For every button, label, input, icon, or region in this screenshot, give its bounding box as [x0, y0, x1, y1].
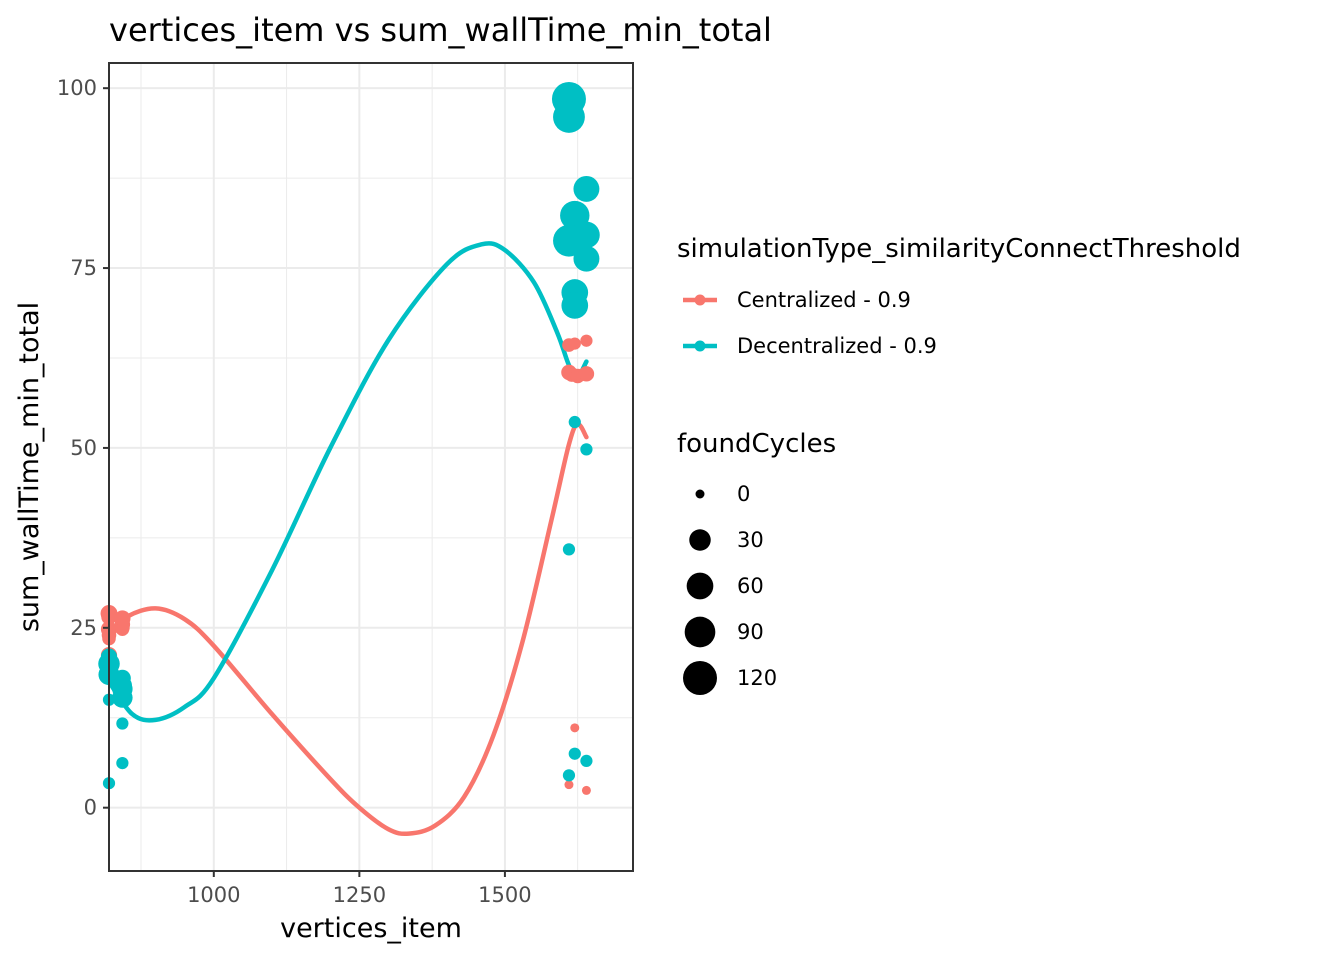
size-legend-key [686, 572, 714, 600]
trend-lines [106, 241, 589, 837]
legend: simulationType_similarityConnectThreshol… [677, 234, 1241, 695]
y-tick-label: 100 [57, 76, 97, 100]
color-legend: Centralized - 0.9 Decentralized - 0.9 [683, 288, 937, 358]
y-tick-label: 0 [84, 796, 97, 820]
size-legend-label: 30 [737, 528, 764, 552]
data-point-series-1 [580, 443, 593, 456]
data-point-series-1 [553, 101, 585, 133]
size-legend-title: foundCycles [677, 429, 836, 459]
x-axis-title: vertices_item [280, 913, 462, 944]
data-point-series-1 [562, 543, 576, 556]
data-point-series-1 [562, 769, 576, 782]
data-point-series-1 [112, 687, 133, 708]
data-point-series-1 [553, 224, 585, 257]
x-tick-label: 1500 [478, 883, 531, 907]
data-point-series-0 [578, 366, 595, 382]
color-legend-label: Decentralized - 0.9 [737, 334, 937, 358]
color-legend-key-dot [694, 340, 706, 352]
x-tick-label: 1250 [333, 883, 386, 907]
size-legend-label: 120 [737, 666, 777, 690]
plot-panel [98, 62, 634, 872]
panel-background [109, 63, 633, 871]
y-tick-label: 75 [70, 256, 97, 280]
data-point-series-1 [116, 756, 129, 770]
data-point-series-1 [573, 175, 600, 202]
data-point-series-0 [570, 723, 580, 733]
size-legend-label: 0 [737, 482, 750, 506]
data-point-series-1 [568, 747, 581, 760]
size-legend: 0 30 60 90 120 [683, 482, 777, 695]
y-axis-title: sum_wallTime_min_total [14, 302, 45, 632]
data-point-series-0 [564, 780, 574, 790]
data-point-series-1 [573, 245, 600, 272]
size-legend-key [683, 661, 717, 695]
data-point-series-0 [115, 622, 130, 637]
chart-title: vertices_item vs sum_wallTime_min_total [109, 11, 772, 49]
y-tick-label: 50 [70, 436, 97, 460]
size-legend-label: 60 [737, 574, 764, 598]
trend-line-0 [106, 421, 589, 837]
y-tick-label: 25 [70, 616, 97, 640]
data-point-series-1 [580, 754, 593, 768]
size-legend-key [695, 489, 705, 499]
data-point-series-1 [568, 415, 581, 429]
data-points [98, 81, 600, 795]
data-point-series-0 [568, 337, 581, 350]
panel-border [108, 62, 634, 872]
size-legend-key [684, 616, 716, 648]
data-point-series-0 [580, 334, 593, 347]
axes: 1000 1250 1500 0 25 50 75 100 [57, 76, 532, 907]
x-tick-label: 1000 [187, 883, 240, 907]
size-legend-key [689, 529, 711, 551]
data-point-series-1 [116, 717, 129, 730]
color-legend-title: simulationType_similarityConnectThreshol… [677, 234, 1241, 264]
size-legend-label: 90 [737, 620, 764, 644]
trend-line-1 [106, 241, 589, 723]
data-point-series-1 [561, 292, 589, 319]
grid-lines [109, 63, 633, 871]
color-legend-key-dot [694, 294, 706, 306]
data-point-series-0 [581, 785, 591, 795]
color-legend-label: Centralized - 0.9 [737, 288, 911, 312]
